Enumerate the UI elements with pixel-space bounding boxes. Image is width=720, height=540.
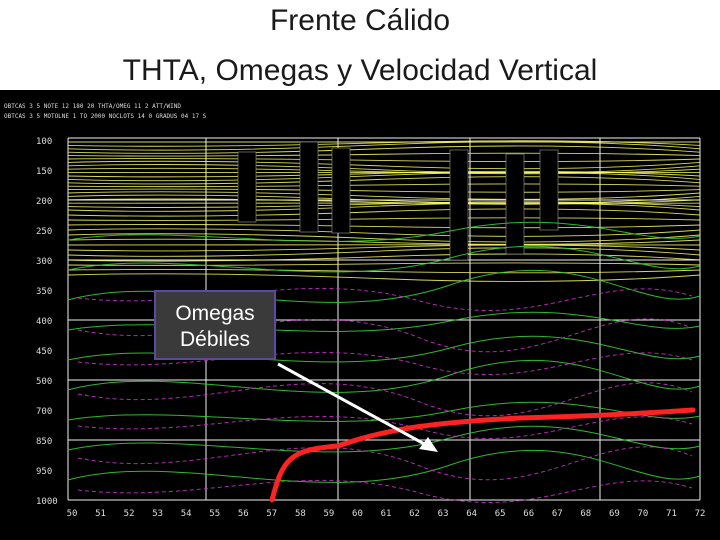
theta-upper-contours xyxy=(67,140,701,282)
cross-section-canvas: OBTCAS 3 5 NOTE 12 180 20 THTA/OMEG 11 2… xyxy=(4,103,706,519)
wind-column xyxy=(237,151,257,223)
callout-line1: Omegas xyxy=(175,302,255,325)
distance-label: 57 xyxy=(266,509,277,519)
distance-axis-labels: 50 51 52 53 54 55 56 57 58 59 60 61 62 63 64 65 66 67 68 69… xyxy=(67,509,706,519)
pressure-label: 300 xyxy=(36,257,52,267)
distance-label: 52 xyxy=(124,509,135,519)
distance-label: 72 xyxy=(695,509,706,519)
distance-label: 69 xyxy=(609,509,620,519)
theta-contour xyxy=(67,221,701,242)
omega-contour xyxy=(77,351,693,375)
pressure-label: 150 xyxy=(36,167,52,177)
wind-column xyxy=(505,153,525,255)
weak-omegas-callout: Omegas Débiles xyxy=(154,290,276,360)
theta-contour xyxy=(67,141,701,151)
theta-contour xyxy=(67,170,701,178)
distance-label: 63 xyxy=(438,509,449,519)
theta-contour xyxy=(67,425,701,453)
theta-contour xyxy=(67,208,701,217)
theta-contour xyxy=(67,228,701,237)
theta-contour xyxy=(67,245,701,273)
pressure-label: 350 xyxy=(36,287,52,297)
theta-contour xyxy=(67,244,701,252)
pressure-label: 100 xyxy=(36,137,52,147)
pressure-label: 250 xyxy=(36,227,52,237)
omega-contour xyxy=(77,479,693,503)
theta-contour xyxy=(67,145,701,154)
distance-label: 61 xyxy=(381,509,392,519)
slide-title: Frente Cálido xyxy=(269,4,451,37)
wind-barb-columns xyxy=(237,141,559,261)
wind-column xyxy=(449,149,469,261)
omega-contour xyxy=(77,382,693,417)
wind-column xyxy=(539,149,559,231)
theta-contour xyxy=(67,201,701,208)
callout-line2: Débiles xyxy=(179,328,251,351)
slide-subtitle: THTA, Omegas y Velocidad Vertical xyxy=(122,54,598,87)
annotation-arrow xyxy=(277,362,429,448)
theta-contour xyxy=(67,401,701,422)
theta-contour xyxy=(67,233,701,243)
warm-front-line xyxy=(269,407,696,503)
theta-contour xyxy=(67,194,701,204)
distance-label: 68 xyxy=(580,509,591,519)
plot-header-line2: OBTCAS 3 5 MOTOLNE 1 TO 2000 NOCLOTS 14 … xyxy=(4,113,207,120)
theta-contour xyxy=(67,191,701,200)
theta-contour xyxy=(67,158,701,162)
theta-contour xyxy=(67,247,701,257)
distance-label: 56 xyxy=(238,509,249,519)
distance-label: 54 xyxy=(181,509,192,519)
pressure-label: 450 xyxy=(36,347,52,357)
theta-contour xyxy=(67,188,701,193)
theta-contour xyxy=(67,224,701,229)
theta-contour xyxy=(67,152,701,157)
distance-label: 53 xyxy=(152,509,163,519)
pressure-label: 400 xyxy=(36,317,52,327)
pressure-label: 700 xyxy=(36,407,52,417)
omega-contour xyxy=(77,446,693,481)
distance-label: 55 xyxy=(209,509,220,519)
pressure-label: 1000 xyxy=(36,497,58,507)
pressure-axis-labels: 100 150 200 250 300 350 400 450 500 700 850 950 1000 xyxy=(36,137,58,507)
distance-label: 64 xyxy=(466,509,477,519)
theta-contour xyxy=(67,262,701,266)
grid-lines xyxy=(67,137,701,501)
cross-section-plot: OBTCAS 3 5 NOTE 12 180 20 THTA/OMEG 11 2… xyxy=(0,90,720,540)
wind-column xyxy=(331,147,351,234)
pressure-label: 500 xyxy=(36,377,52,387)
distance-label: 71 xyxy=(666,509,677,519)
distance-label: 60 xyxy=(352,509,363,519)
distance-label: 62 xyxy=(409,509,420,519)
theta-contour xyxy=(67,269,701,274)
theta-contour xyxy=(67,164,701,174)
distance-label: 58 xyxy=(295,509,306,519)
theta-contour xyxy=(67,449,701,483)
theta-contour xyxy=(67,238,701,245)
theta-contour xyxy=(67,253,701,262)
distance-label: 65 xyxy=(495,509,506,519)
theta-contour xyxy=(67,273,701,282)
distance-label: 59 xyxy=(323,509,334,519)
distance-label: 70 xyxy=(637,509,648,519)
theta-contour xyxy=(67,140,701,147)
distance-label: 51 xyxy=(95,509,106,519)
distance-label: 66 xyxy=(523,509,534,519)
theta-contour xyxy=(67,171,701,182)
theta-contour xyxy=(67,160,701,170)
theta-contour xyxy=(67,217,701,221)
theta-contour xyxy=(67,183,701,188)
theta-contour xyxy=(67,359,701,393)
distance-label: 50 xyxy=(67,509,78,519)
theta-contour xyxy=(67,202,701,212)
theta-contour xyxy=(67,176,701,185)
pressure-label: 850 xyxy=(36,437,52,447)
wind-column xyxy=(299,141,319,233)
pressure-label: 200 xyxy=(36,197,52,207)
distance-label: 67 xyxy=(552,509,563,519)
annotation-arrow-head xyxy=(419,437,438,452)
plot-header-line1: OBTCAS 3 5 NOTE 12 180 20 THTA/OMEG 11 2… xyxy=(4,103,181,110)
pressure-label: 950 xyxy=(36,467,52,477)
